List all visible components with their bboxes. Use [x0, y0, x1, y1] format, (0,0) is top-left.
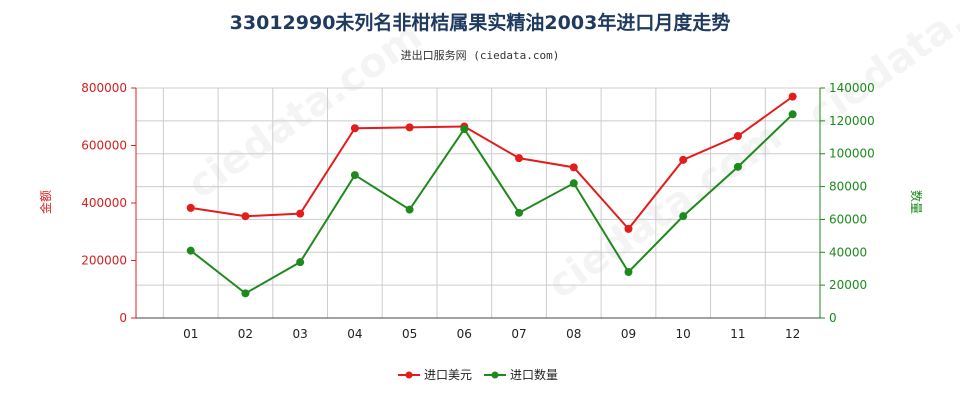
grid-lines [136, 87, 821, 319]
right-tick-label-6: 120000 [829, 114, 875, 128]
series-1-point-07[interactable] [515, 208, 524, 217]
series-line-0 [190, 95, 794, 231]
right-tick-label-1: 20000 [829, 278, 867, 292]
series-0-point-10[interactable] [679, 155, 688, 164]
left-tick-label-3: 600000 [81, 139, 127, 153]
right-tick-label-3: 60000 [829, 212, 867, 226]
right-tick-label-2: 40000 [829, 245, 867, 259]
series-1-point-03[interactable] [296, 258, 305, 267]
x-tick-label-4: 05 [402, 327, 417, 341]
series-0-point-04[interactable] [350, 124, 359, 133]
series-line-1 [190, 113, 794, 295]
x-tick-label-2: 03 [293, 327, 308, 341]
watermark-3: ciedata.com [799, 0, 960, 138]
x-tick-label-3: 04 [347, 327, 362, 341]
x-tick-label-5: 06 [457, 327, 472, 341]
x-tick-label-9: 10 [676, 327, 691, 341]
watermark-1: ciedata.com [179, 13, 430, 208]
x-tick-label-8: 09 [621, 327, 636, 341]
series-1-point-02[interactable] [241, 289, 250, 298]
series-1-point-01[interactable] [186, 246, 195, 255]
series-1-point-12[interactable] [788, 110, 797, 119]
x-tick-label-0: 01 [183, 327, 198, 341]
right-axis-ticks: 0 20000 40000 60000 80000 100000 120000 140000 [820, 81, 875, 325]
right-tick-label-4: 80000 [829, 180, 867, 194]
right-tick-label-7: 140000 [829, 81, 875, 95]
series-layer [186, 92, 797, 298]
left-tick-label-2: 400000 [81, 196, 127, 210]
x-tick-label-11: 12 [785, 327, 800, 341]
series-1-point-05[interactable] [405, 205, 414, 214]
legend-label-1: 进口数量 [510, 367, 558, 382]
series-0-point-11[interactable] [733, 132, 742, 141]
left-tick-label-4: 800000 [81, 81, 127, 95]
series-0-point-01[interactable] [186, 203, 195, 212]
legend[interactable]: 进口美元 进口数量 [398, 367, 558, 382]
right-tick-label-5: 100000 [829, 147, 875, 161]
legend-item-0[interactable]: 进口美元 [398, 368, 472, 382]
legend-swatch-dot-1 [491, 371, 499, 379]
x-tick-label-10: 11 [730, 327, 745, 341]
x-tick-label-6: 07 [511, 327, 526, 341]
left-tick-label-0: 0 [119, 311, 127, 325]
series-1-point-06[interactable] [460, 125, 469, 134]
axes [135, 88, 821, 319]
series-1-point-10[interactable] [679, 212, 688, 221]
right-tick-label-0: 0 [829, 311, 837, 325]
chart-title: 33012990未列名非柑桔属果实精油2003年进口月度走势 [229, 12, 731, 34]
series-1-point-11[interactable] [733, 162, 742, 171]
series-0-point-05[interactable] [405, 123, 414, 132]
right-axis-title: 数量 [909, 190, 924, 214]
watermark-2: ciedata.com [539, 113, 790, 308]
x-axis-ticks: 01 02 03 04 05 06 07 08 09 10 11 12 [183, 327, 800, 341]
series-0-point-03[interactable] [296, 209, 305, 218]
x-tick-label-1: 02 [238, 327, 253, 341]
series-import-quantity [186, 110, 797, 298]
series-1-point-09[interactable] [624, 268, 633, 276]
left-axis-ticks: 0 200000 400000 600000 800000 [81, 81, 136, 325]
left-axis-title: 金额 [38, 190, 53, 214]
series-0-point-09[interactable] [624, 224, 633, 233]
x-tick-label-7: 08 [566, 327, 581, 341]
series-0-point-08[interactable] [569, 163, 578, 172]
legend-swatch-dot-0 [405, 371, 413, 379]
legend-label-0: 进口美元 [424, 368, 472, 382]
series-0-point-02[interactable] [241, 212, 250, 221]
chart-subtitle: 进出口服务网 (ciedata.com) [400, 49, 560, 62]
series-1-point-08[interactable] [569, 179, 578, 188]
series-0-point-07[interactable] [515, 154, 524, 163]
series-0-point-12[interactable] [788, 92, 797, 101]
left-tick-label-1: 200000 [81, 254, 127, 268]
legend-item-1[interactable]: 进口数量 [484, 367, 558, 382]
series-1-point-04[interactable] [350, 171, 359, 180]
